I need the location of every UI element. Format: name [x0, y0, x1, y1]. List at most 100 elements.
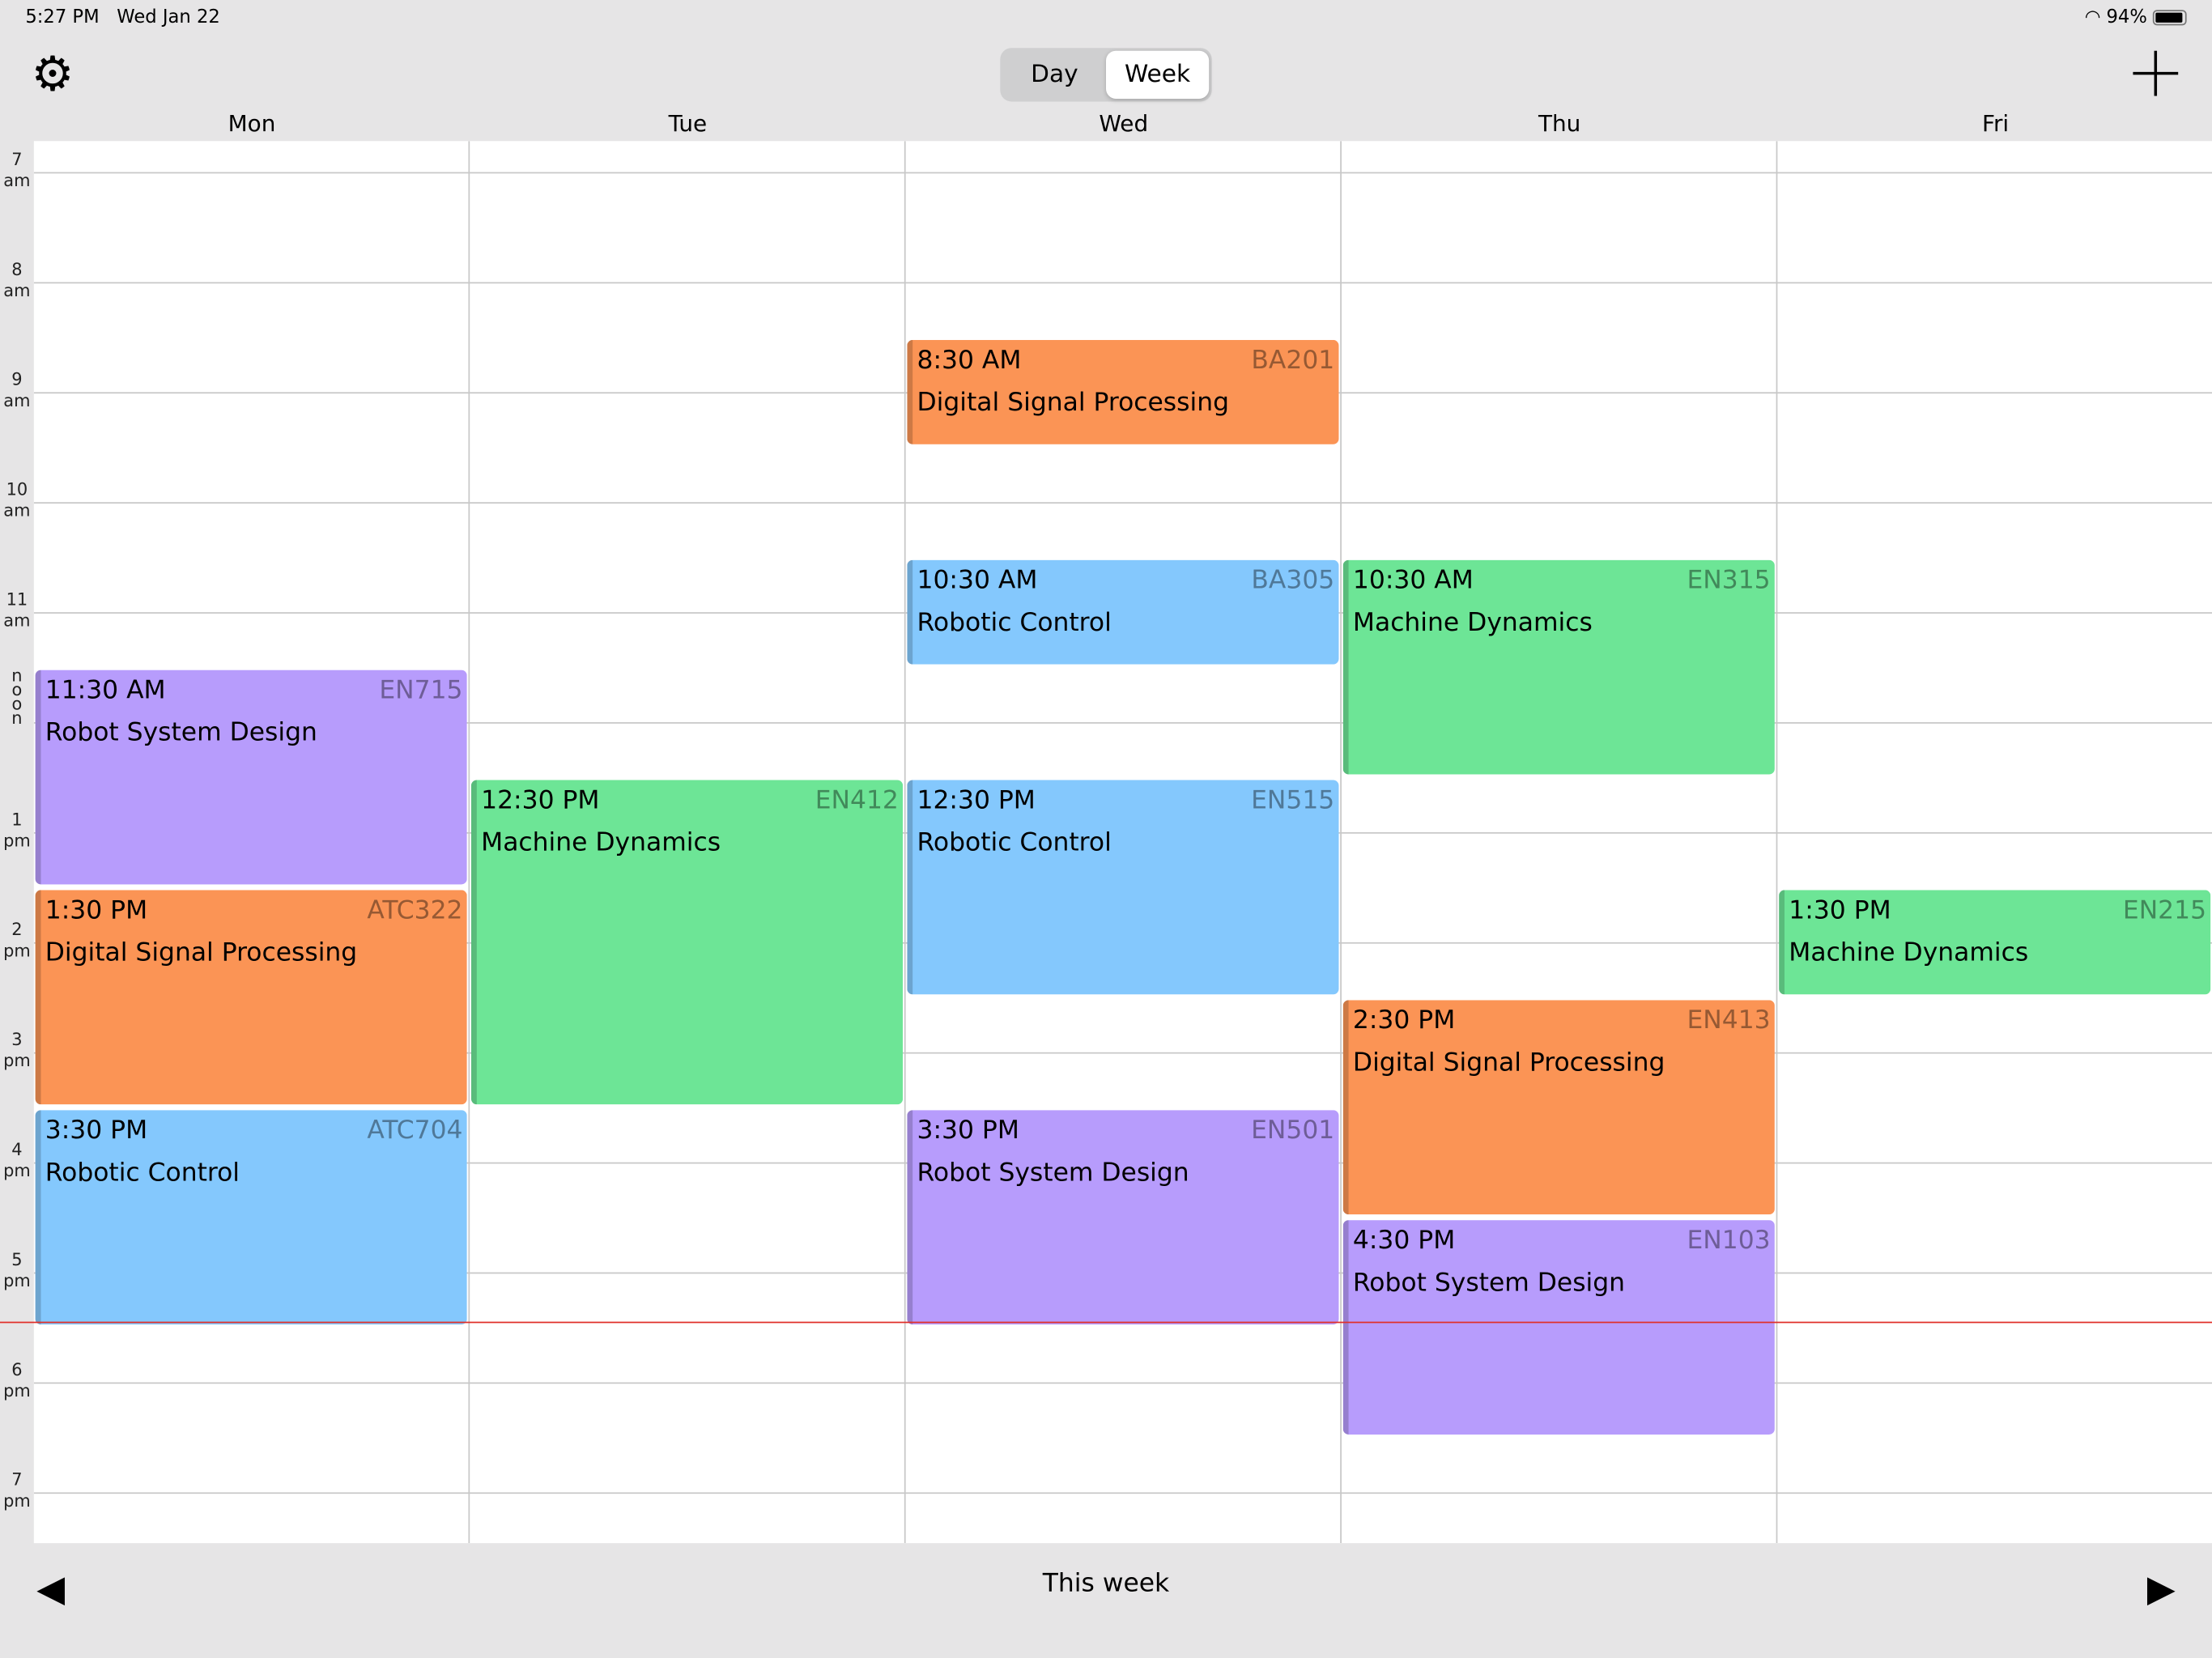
- wifi-icon: ◠: [2084, 6, 2101, 28]
- event-time: 12:30 PM: [917, 785, 1036, 816]
- day-header-wed: Wed: [1099, 109, 1149, 138]
- week-grid[interactable]: 11:30 AM EN715 Robot System Design 1:30 PM A…: [33, 141, 2212, 1544]
- event-block[interactable]: 3:30 PM ATC704 Robotic Control: [35, 1110, 467, 1325]
- hour-label: 5 pm: [0, 1250, 34, 1292]
- battery-percent: 94%: [2106, 6, 2147, 28]
- event-block[interactable]: 10:30 AM BA305 Robotic Control: [907, 559, 1339, 665]
- status-time: 5:27 PM: [25, 6, 100, 28]
- hour-number: 2: [11, 920, 23, 940]
- bottom-bar: ◀ This week ▶: [0, 1543, 2212, 1657]
- event-time: 3:30 PM: [45, 1116, 148, 1146]
- hour-meridiem: pm: [3, 1160, 31, 1181]
- hour-label: 10 am: [0, 479, 34, 521]
- next-week-arrow-icon[interactable]: ▶: [2146, 1568, 2176, 1611]
- hour-label: 11 am: [0, 589, 34, 631]
- hour-number: 7: [11, 1469, 23, 1490]
- event-room: EN103: [1687, 1226, 1771, 1256]
- event-time: 2:30 PM: [1352, 1005, 1456, 1035]
- hour-label: 3 pm: [0, 1030, 34, 1072]
- hour-label: 6 pm: [0, 1360, 34, 1402]
- event-block[interactable]: 11:30 AM EN715 Robot System Design: [35, 670, 467, 885]
- event-title: Robot System Design: [917, 1158, 1189, 1188]
- hour-line: [33, 722, 2212, 724]
- segment-week[interactable]: Week: [1106, 50, 1210, 99]
- event-title: Machine Dynamics: [481, 827, 721, 858]
- event-block[interactable]: 12:30 PM EN515 Robotic Control: [907, 780, 1339, 995]
- event-block[interactable]: 2:30 PM EN413 Digital Signal Processing: [1342, 1000, 1775, 1215]
- event-room: BA201: [1251, 345, 1335, 376]
- event-room: EN715: [379, 675, 463, 706]
- event-room: EN515: [1251, 785, 1335, 816]
- hour-number: 1: [11, 810, 23, 830]
- event-title: Robot System Design: [45, 717, 317, 748]
- event-title: Digital Signal Processing: [1352, 1048, 1665, 1078]
- hour-meridiem: am: [3, 610, 31, 631]
- previous-week-arrow-icon[interactable]: ◀: [36, 1568, 66, 1611]
- event-time: 1:30 PM: [1789, 895, 1891, 925]
- event-room: ATC322: [367, 895, 463, 925]
- column-divider: [468, 141, 470, 1544]
- hour-number: 3: [11, 1029, 23, 1050]
- hour-meridiem: pm: [3, 1490, 31, 1511]
- hour-meridiem: am: [3, 280, 31, 301]
- event-title: Digital Signal Processing: [917, 388, 1229, 418]
- hour-meridiem: pm: [3, 831, 31, 851]
- add-event-plus-icon[interactable]: [2133, 50, 2179, 96]
- event-title: Robotic Control: [917, 607, 1112, 638]
- column-divider: [1340, 141, 1342, 1544]
- event-time: 4:30 PM: [1352, 1226, 1456, 1256]
- event-title: Robot System Design: [1352, 1268, 1626, 1298]
- hour-meridiem: pm: [3, 1051, 31, 1071]
- hour-number: 6: [11, 1359, 23, 1380]
- this-week-button[interactable]: This week: [1042, 1568, 1170, 1599]
- event-time: 8:30 AM: [917, 345, 1022, 376]
- event-title: Robotic Control: [917, 827, 1112, 858]
- hour-line: [33, 502, 2212, 504]
- status-bar-left: 5:27 PM Wed Jan 22: [25, 7, 219, 28]
- event-time: 12:30 PM: [481, 785, 600, 816]
- event-title: Machine Dynamics: [1789, 937, 2029, 968]
- event-block[interactable]: 3:30 PM EN501 Robot System Design: [907, 1110, 1339, 1325]
- day-header-tue: Tue: [668, 109, 708, 138]
- event-block[interactable]: 1:30 PM EN215 Machine Dynamics: [1779, 890, 2211, 995]
- hour-line: [33, 1382, 2212, 1384]
- hour-label: 1 pm: [0, 810, 34, 852]
- battery-icon: [2152, 10, 2187, 26]
- hour-label: 7 pm: [0, 1470, 34, 1512]
- view-segmented-control: Day Week: [1000, 48, 1212, 102]
- hour-label: 7 am: [0, 150, 34, 192]
- hour-line: [33, 1492, 2212, 1494]
- status-bar-right: ◠ 94%: [2085, 7, 2187, 28]
- event-time: 1:30 PM: [45, 895, 148, 925]
- hour-number: 10: [6, 479, 28, 500]
- event-block[interactable]: 8:30 AM BA201 Digital Signal Processing: [907, 339, 1339, 444]
- hour-meridiem: pm: [3, 1380, 31, 1401]
- hour-meridiem: pm: [3, 941, 31, 961]
- hour-label: 2 pm: [0, 920, 34, 962]
- segment-day[interactable]: Day: [1031, 60, 1078, 89]
- day-header-thu: Thu: [1538, 109, 1581, 138]
- event-room: EN413: [1687, 1005, 1771, 1035]
- event-title: Digital Signal Processing: [45, 937, 358, 968]
- event-block[interactable]: 10:30 AM EN315 Machine Dynamics: [1342, 559, 1775, 775]
- column-divider: [904, 141, 906, 1544]
- day-header-mon: Mon: [228, 109, 276, 138]
- gear-icon[interactable]: ⚙: [31, 46, 74, 104]
- event-room: EN501: [1251, 1116, 1335, 1146]
- event-time: 10:30 AM: [917, 565, 1038, 596]
- hour-meridiem: pm: [3, 1270, 31, 1291]
- event-block[interactable]: 12:30 PM EN412 Machine Dynamics: [470, 780, 904, 1105]
- hour-line: [33, 282, 2212, 284]
- event-block[interactable]: 4:30 PM EN103 Robot System Design: [1342, 1220, 1775, 1435]
- hour-label: 8 am: [0, 260, 34, 302]
- hour-number: 5: [11, 1249, 23, 1270]
- hour-number: 9: [11, 369, 23, 389]
- event-block[interactable]: 1:30 PM ATC322 Digital Signal Processing: [35, 890, 467, 1105]
- event-time: 10:30 AM: [1352, 565, 1474, 596]
- hour-number: 4: [11, 1139, 23, 1160]
- hour-meridiem: am: [3, 390, 31, 411]
- hour-line: [33, 172, 2212, 174]
- hour-line: [33, 1052, 2212, 1054]
- event-room: EN412: [815, 785, 899, 816]
- day-header-fri: Fri: [1981, 109, 2010, 138]
